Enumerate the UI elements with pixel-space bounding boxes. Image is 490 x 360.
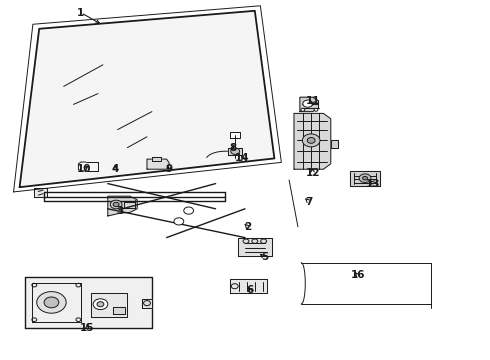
Circle shape <box>110 200 122 209</box>
Circle shape <box>93 299 108 310</box>
Circle shape <box>314 108 318 111</box>
Polygon shape <box>152 157 161 161</box>
Circle shape <box>37 292 66 313</box>
Circle shape <box>363 176 368 180</box>
Circle shape <box>44 297 59 308</box>
Text: 10: 10 <box>77 164 92 174</box>
Polygon shape <box>108 196 137 216</box>
Text: 4: 4 <box>111 164 119 174</box>
Text: 9: 9 <box>166 164 172 174</box>
Text: 11: 11 <box>305 96 320 106</box>
Circle shape <box>113 202 119 207</box>
Circle shape <box>359 174 371 183</box>
Text: 5: 5 <box>261 252 268 262</box>
Text: 7: 7 <box>305 197 313 207</box>
Polygon shape <box>350 171 380 186</box>
Polygon shape <box>230 132 240 138</box>
Text: 1: 1 <box>77 8 84 18</box>
Polygon shape <box>24 277 152 328</box>
Circle shape <box>184 207 194 214</box>
Polygon shape <box>228 148 242 155</box>
Circle shape <box>307 138 315 143</box>
Circle shape <box>231 148 240 154</box>
Polygon shape <box>34 188 47 197</box>
Circle shape <box>97 302 104 307</box>
Polygon shape <box>113 307 125 314</box>
Polygon shape <box>238 238 272 256</box>
Polygon shape <box>20 11 274 187</box>
Text: 3: 3 <box>117 206 123 216</box>
Polygon shape <box>142 299 152 308</box>
Text: 12: 12 <box>305 168 320 178</box>
Polygon shape <box>331 140 338 148</box>
Text: 14: 14 <box>235 153 250 163</box>
Polygon shape <box>294 113 331 169</box>
Circle shape <box>174 218 184 225</box>
Text: 2: 2 <box>244 222 251 232</box>
Text: 15: 15 <box>80 323 95 333</box>
Circle shape <box>303 100 313 107</box>
Polygon shape <box>230 279 267 293</box>
Polygon shape <box>147 159 169 169</box>
Polygon shape <box>300 97 318 112</box>
Text: 6: 6 <box>246 285 253 295</box>
Circle shape <box>302 134 320 147</box>
Polygon shape <box>91 293 127 317</box>
Text: 8: 8 <box>229 143 236 153</box>
Text: 16: 16 <box>350 270 365 280</box>
Circle shape <box>301 108 305 111</box>
Text: 13: 13 <box>366 179 381 189</box>
